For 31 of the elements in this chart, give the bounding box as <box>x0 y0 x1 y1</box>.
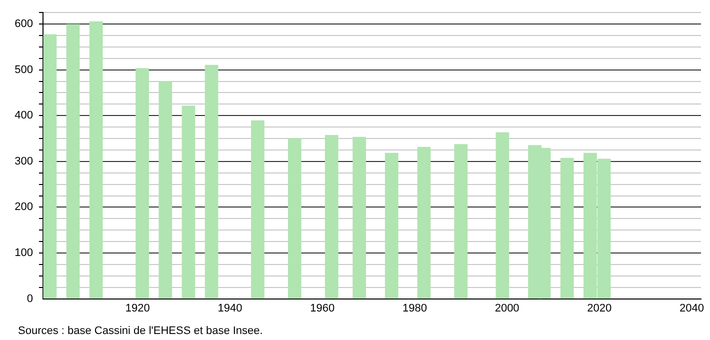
bar <box>352 136 366 299</box>
y-tick-label: 300 <box>14 155 33 168</box>
bar <box>496 132 510 299</box>
bar <box>454 144 468 299</box>
bar <box>43 34 57 299</box>
y-tick-label: 400 <box>14 110 33 122</box>
bar <box>136 68 149 299</box>
bar <box>417 146 431 299</box>
y-tick-label: 100 <box>14 247 33 260</box>
x-tick-label: 1940 <box>218 302 242 314</box>
bar <box>204 64 218 299</box>
source-note: Sources : base Cassini de l'EHESS et base Insee. <box>18 325 263 337</box>
x-tick-label: 1920 <box>125 302 150 314</box>
bar <box>560 158 574 299</box>
bar <box>182 106 196 299</box>
x-tick-label: 1980 <box>402 302 427 314</box>
y-tick-label: 0 <box>26 292 33 305</box>
x-tick-label: 2040 <box>680 302 704 314</box>
x-tick-label: 2000 <box>494 302 520 314</box>
y-tick-label: 600 <box>14 18 33 30</box>
bar <box>66 24 80 299</box>
y-tick-label: 500 <box>14 64 33 76</box>
bar <box>158 80 172 299</box>
bar <box>324 134 338 299</box>
y-tick-label: 200 <box>14 201 33 214</box>
bar <box>288 138 302 299</box>
x-tick-label: 1960 <box>310 302 335 314</box>
x-tick-label: 2020 <box>587 302 612 314</box>
bar <box>89 21 103 299</box>
bar <box>251 120 264 299</box>
bar <box>384 152 398 299</box>
